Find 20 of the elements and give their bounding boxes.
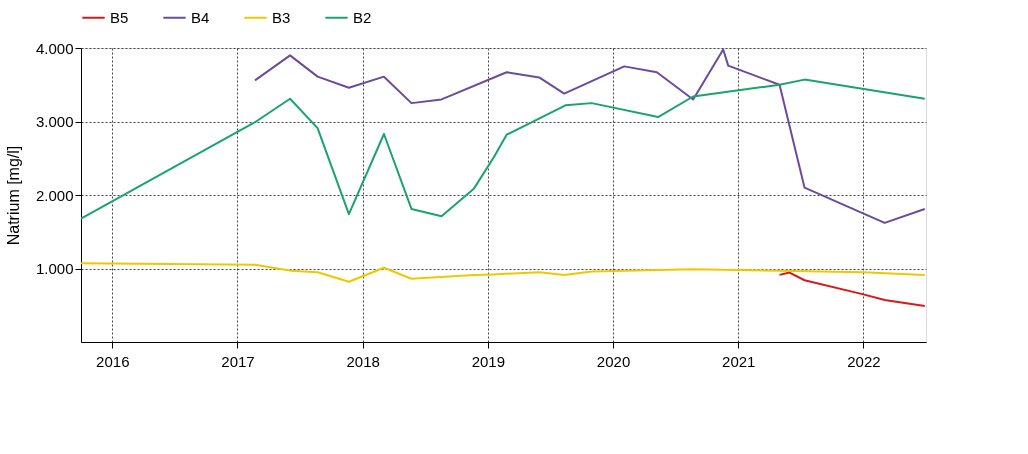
x-tick-label: 2016: [96, 352, 130, 370]
y-axis-title: Natrium [mg/l]: [4, 145, 22, 246]
y-tick-label: 2.000: [35, 186, 74, 204]
y-tick-label: 3.000: [35, 113, 74, 130]
line-series: [81, 78, 926, 220]
x-tick-label: 2021: [722, 352, 756, 370]
line-series: [254, 48, 926, 224]
y-tick-label: 4.000: [35, 39, 74, 57]
x-tick-label: 2018: [346, 352, 380, 370]
x-tick-label: 2017: [221, 352, 255, 370]
line-series: [778, 271, 926, 308]
x-tick-label: 2019: [471, 352, 506, 370]
line-series: [81, 262, 926, 283]
x-tick-label: 2020: [596, 352, 631, 370]
legend-label: B4: [191, 8, 210, 26]
legend-label: B5: [110, 8, 129, 26]
y-tick-label: 1.000: [35, 260, 74, 277]
x-tick-label: 2022: [847, 352, 881, 370]
legend-label: B3: [272, 8, 291, 26]
legend-label: B2: [353, 8, 372, 26]
